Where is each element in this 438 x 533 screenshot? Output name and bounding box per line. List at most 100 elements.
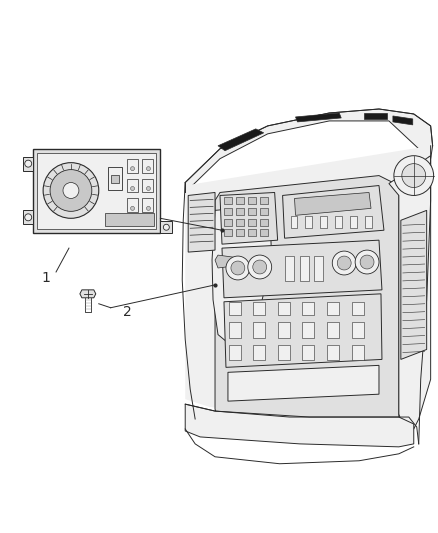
Circle shape bbox=[332, 251, 356, 275]
Bar bbox=[303, 344, 314, 360]
Bar bbox=[253, 321, 265, 337]
Bar bbox=[105, 213, 155, 226]
Bar bbox=[142, 198, 153, 212]
Polygon shape bbox=[188, 192, 215, 252]
Bar bbox=[350, 216, 357, 228]
Bar bbox=[352, 302, 364, 314]
Polygon shape bbox=[23, 157, 33, 171]
Bar bbox=[224, 229, 232, 236]
Circle shape bbox=[146, 167, 150, 171]
Circle shape bbox=[248, 255, 272, 279]
Bar bbox=[248, 197, 256, 204]
Polygon shape bbox=[222, 240, 382, 298]
Bar bbox=[229, 321, 241, 337]
Circle shape bbox=[394, 156, 434, 196]
Bar bbox=[303, 321, 314, 337]
Polygon shape bbox=[185, 404, 414, 447]
Bar bbox=[127, 179, 138, 192]
Bar bbox=[236, 219, 244, 226]
Bar bbox=[290, 216, 297, 228]
Bar bbox=[300, 256, 309, 281]
Circle shape bbox=[131, 187, 134, 190]
Polygon shape bbox=[224, 294, 382, 367]
Circle shape bbox=[131, 167, 134, 171]
Bar bbox=[314, 256, 323, 281]
Bar bbox=[229, 344, 241, 360]
Bar bbox=[142, 179, 153, 192]
Polygon shape bbox=[215, 175, 399, 419]
Polygon shape bbox=[33, 149, 160, 233]
Bar bbox=[327, 344, 339, 360]
Text: 2: 2 bbox=[123, 305, 131, 319]
Polygon shape bbox=[23, 211, 33, 224]
Bar bbox=[260, 208, 268, 215]
Bar bbox=[305, 216, 312, 228]
Bar bbox=[278, 344, 290, 360]
Bar bbox=[327, 321, 339, 337]
Bar bbox=[327, 302, 339, 314]
Bar bbox=[236, 197, 244, 204]
Circle shape bbox=[226, 256, 250, 280]
Circle shape bbox=[355, 250, 379, 274]
Bar bbox=[248, 229, 256, 236]
Bar bbox=[236, 229, 244, 236]
Polygon shape bbox=[228, 365, 379, 401]
Bar bbox=[127, 198, 138, 212]
Circle shape bbox=[63, 182, 79, 198]
Circle shape bbox=[146, 187, 150, 190]
Bar bbox=[320, 216, 327, 228]
Polygon shape bbox=[283, 185, 384, 238]
Polygon shape bbox=[108, 167, 122, 190]
Polygon shape bbox=[37, 153, 156, 229]
Bar bbox=[352, 344, 364, 360]
Circle shape bbox=[402, 164, 426, 188]
Circle shape bbox=[25, 214, 32, 221]
Circle shape bbox=[337, 256, 351, 270]
Bar bbox=[253, 302, 265, 314]
Bar bbox=[352, 321, 364, 337]
Polygon shape bbox=[393, 116, 413, 125]
Circle shape bbox=[253, 260, 267, 274]
Bar bbox=[285, 256, 293, 281]
Bar bbox=[278, 302, 290, 314]
Polygon shape bbox=[212, 205, 272, 344]
Circle shape bbox=[360, 255, 374, 269]
Bar bbox=[278, 321, 290, 337]
Polygon shape bbox=[364, 113, 387, 119]
Polygon shape bbox=[294, 192, 371, 215]
Bar bbox=[229, 302, 241, 314]
Bar bbox=[142, 159, 153, 173]
Polygon shape bbox=[215, 255, 242, 268]
Bar bbox=[248, 208, 256, 215]
Text: 1: 1 bbox=[42, 271, 50, 285]
Bar bbox=[303, 302, 314, 314]
Polygon shape bbox=[111, 175, 119, 182]
Bar bbox=[260, 229, 268, 236]
Bar bbox=[248, 219, 256, 226]
Circle shape bbox=[146, 206, 150, 211]
Polygon shape bbox=[185, 109, 433, 192]
Bar bbox=[253, 344, 265, 360]
Circle shape bbox=[131, 206, 134, 211]
Polygon shape bbox=[389, 156, 431, 429]
Circle shape bbox=[43, 163, 99, 219]
Polygon shape bbox=[185, 146, 431, 419]
Bar bbox=[260, 197, 268, 204]
Bar bbox=[236, 208, 244, 215]
Bar bbox=[224, 208, 232, 215]
Circle shape bbox=[50, 169, 92, 212]
Polygon shape bbox=[218, 129, 264, 151]
Bar bbox=[224, 197, 232, 204]
Circle shape bbox=[25, 160, 32, 167]
Bar bbox=[224, 219, 232, 226]
Bar bbox=[260, 219, 268, 226]
Bar bbox=[127, 159, 138, 173]
Polygon shape bbox=[80, 290, 96, 298]
Circle shape bbox=[163, 224, 170, 230]
Bar bbox=[365, 216, 372, 228]
Polygon shape bbox=[401, 211, 427, 359]
Bar bbox=[335, 216, 342, 228]
Polygon shape bbox=[296, 113, 341, 122]
Polygon shape bbox=[220, 192, 278, 244]
Polygon shape bbox=[160, 221, 172, 233]
